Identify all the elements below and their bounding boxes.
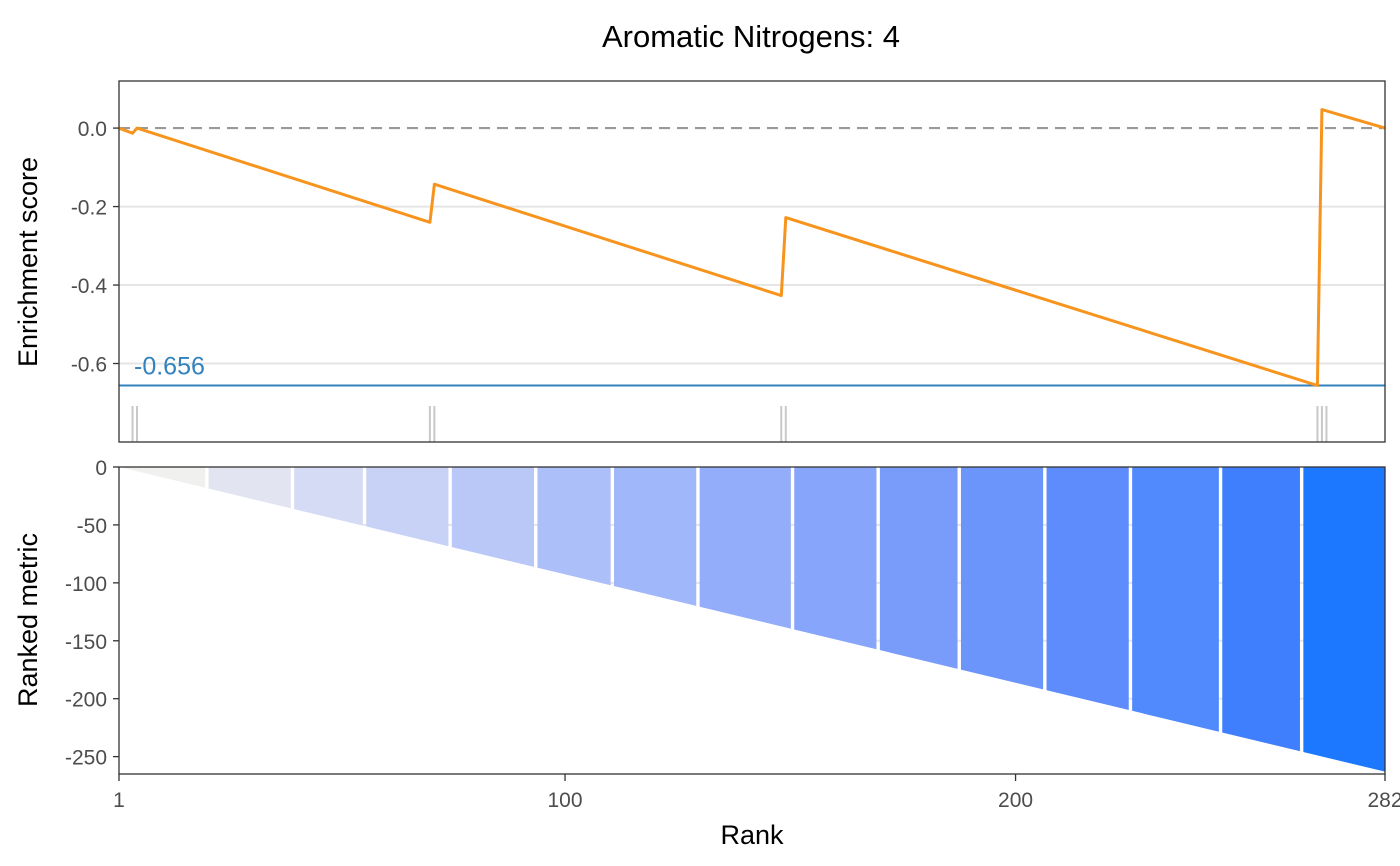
enrichment-panel: -0.656 0.0 -0.2 -0.4 -0.6 Enrichment score — [13, 80, 1386, 443]
y-tick-label: -200 — [65, 689, 107, 712]
x-tick-label: 100 — [548, 789, 583, 812]
y-tick-label: -0.4 — [71, 275, 108, 298]
metric-y-ticks: 0 -50 -100 -150 -200 -250 — [65, 457, 119, 770]
y-tick-label: -100 — [65, 573, 107, 596]
rank-x-axis-label: Rank — [720, 820, 784, 850]
metric-bin — [1222, 467, 1300, 774]
x-tick-label: 282 — [1367, 789, 1400, 812]
y-tick-label: -0.2 — [71, 197, 107, 220]
chart-title: Aromatic Nitrogens: 4 — [602, 19, 900, 54]
x-tick-label: 200 — [998, 789, 1033, 812]
enrichment-panel-border — [118, 80, 1386, 443]
rank-x-ticks: 1 100 200 282 — [113, 774, 1400, 812]
y-tick-label: 0.0 — [78, 118, 107, 141]
y-tick-label: -50 — [77, 515, 107, 538]
y-tick-label: -250 — [65, 747, 107, 770]
metric-bin — [1303, 467, 1385, 774]
metric-white-mask — [119, 467, 1385, 774]
hit-ticks — [131, 406, 1328, 442]
y-tick-label: 0 — [95, 457, 107, 480]
x-tick-label: 1 — [113, 789, 125, 812]
enrichment-y-ticks: 0.0 -0.2 -0.4 -0.6 — [71, 118, 119, 377]
ranked-metric-panel: 0 -50 -100 -150 -200 -250 1 100 200 282 Ranked m… — [13, 457, 1400, 850]
y-tick-label: -150 — [65, 631, 107, 654]
enrichment-y-axis-label: Enrichment score — [13, 157, 43, 367]
min-es-label: -0.656 — [134, 352, 205, 380]
y-tick-label: -0.6 — [71, 354, 107, 377]
ranked-metric-panel-border — [118, 466, 1386, 775]
enrichment-score-line — [118, 108, 1386, 387]
metric-y-axis-label: Ranked metric — [13, 533, 43, 707]
